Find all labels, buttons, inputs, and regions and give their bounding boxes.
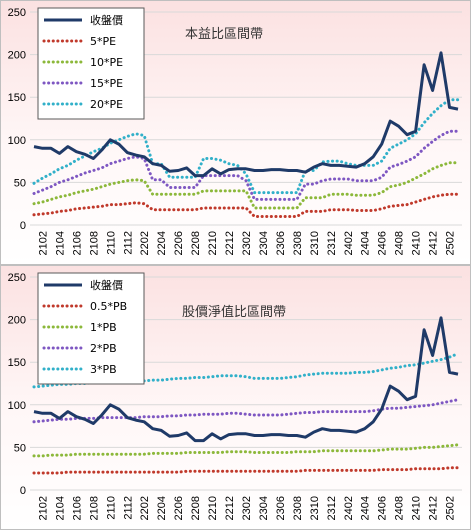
legend-label: 0.5*PB: [90, 300, 127, 313]
x-tick-label: 2410: [411, 231, 423, 255]
chart-pe-band: 0 50 100 150 200 250 2102 2104 2106 2108 2110 2112 2…: [0, 0, 471, 265]
x-tick-label: 2312: [326, 496, 338, 520]
legend-label: 15*PE: [90, 77, 123, 90]
x-tick-label: 2306: [275, 496, 287, 520]
series-line-0: [33, 51, 459, 178]
x-tick-label: 2212: [224, 496, 236, 520]
x-tick-label: 2412: [428, 231, 440, 255]
x-tick-label: 2108: [88, 231, 100, 255]
series-line-4: [32, 352, 460, 389]
x-tick-label: 2408: [394, 231, 406, 255]
chart-pb-band-svg: 0 50 100 150 200 250 2102 2104 2106 2108 2110 2112 2…: [0, 265, 471, 530]
y-tick-label: 150: [8, 357, 26, 369]
y-tick-label: 50: [14, 442, 26, 454]
x-tick-label: 2202: [139, 231, 151, 255]
x-tick-label: 2312: [326, 231, 338, 255]
y-tick-label: 200: [8, 315, 26, 327]
x-tick-label: 2502: [445, 496, 457, 520]
x-tick-label: 2502: [445, 231, 457, 255]
legend-box: [37, 7, 145, 120]
x-tick-label: 2102: [37, 231, 49, 255]
series-line-2: [32, 443, 460, 458]
x-tick-label: 2112: [122, 231, 134, 255]
x-tick-label: 2204: [156, 496, 168, 520]
x-tick-label: 2212: [224, 231, 236, 255]
chart-title: 股價淨值比區間帶: [182, 304, 286, 320]
legend-label: 2*PB: [90, 342, 117, 355]
legend-label: 5*PE: [90, 35, 116, 48]
x-tick-label: 2204: [156, 231, 168, 255]
x-tick-label: 2408: [394, 496, 406, 520]
x-tick-label: 2202: [139, 496, 151, 520]
x-tick-label: 2302: [241, 231, 253, 255]
y-tick-label: 100: [8, 135, 26, 147]
y-tick-label: 250: [8, 7, 26, 19]
x-tick-label: 2308: [292, 496, 304, 520]
x-tick-label: 2402: [343, 496, 355, 520]
x-tick-label: 2412: [428, 496, 440, 520]
y-tick-label: 250: [8, 272, 26, 284]
legend-label: 1*PB: [90, 321, 117, 334]
x-tick-label: 2206: [173, 496, 185, 520]
x-tick-label: 2304: [258, 231, 270, 255]
x-tick-label: 2112: [122, 496, 134, 520]
y-tick-label: 50: [14, 177, 26, 189]
x-tick-label: 2106: [71, 496, 83, 520]
chart-pb-band: 0 50 100 150 200 250 2102 2104 2106 2108 2110 2112 2…: [0, 265, 471, 530]
x-tick-label: 2404: [360, 231, 372, 255]
chart-title: 本益比區間帶: [185, 27, 263, 42]
y-tick-label: 0: [20, 220, 26, 232]
x-tick-label: 2108: [88, 496, 100, 520]
x-tick-label: 2106: [71, 231, 83, 255]
x-tick-label: 2208: [190, 231, 202, 255]
series-line-2: [32, 161, 460, 210]
legend-label: 20*PE: [90, 98, 123, 111]
x-tick-label: 2206: [173, 231, 185, 255]
x-tick-label: 2110: [105, 231, 117, 255]
x-tick-label: 2302: [241, 496, 253, 520]
series-line-1: [32, 466, 460, 475]
x-tick-label: 2406: [377, 231, 389, 255]
legend-label: 3*PB: [90, 363, 117, 376]
x-tick-label: 2308: [292, 231, 304, 255]
x-tick-label: 2208: [190, 496, 202, 520]
chart-pe-band-svg: 0 50 100 150 200 250 2102 2104 2106 2108 2110 2112 2…: [0, 0, 471, 265]
x-tick-label: 2210: [207, 496, 219, 520]
series-line-3: [32, 398, 460, 424]
x-tick-label: 2104: [54, 496, 66, 520]
x-tick-label: 2410: [411, 496, 423, 520]
x-tick-label: 2210: [207, 231, 219, 255]
x-tick-label: 2404: [360, 496, 372, 520]
x-tick-label: 2110: [105, 496, 117, 520]
y-tick-label: 0: [20, 485, 26, 497]
x-tick-label: 2104: [54, 231, 66, 255]
x-tick-label: 2306: [275, 231, 287, 255]
y-tick-label: 150: [8, 92, 26, 104]
legend-label: 收盤價: [90, 13, 123, 27]
series-line-0: [33, 316, 459, 443]
series-line-3: [32, 129, 460, 201]
y-tick-label: 200: [8, 50, 26, 62]
y-tick-label: 100: [8, 400, 26, 412]
legend-label: 收盤價: [90, 278, 123, 292]
x-tick-label: 2406: [377, 496, 389, 520]
legend-label: 10*PE: [90, 56, 123, 69]
legend-box: [37, 272, 145, 385]
x-tick-label: 2102: [37, 496, 49, 520]
x-tick-label: 2402: [343, 231, 355, 255]
x-tick-label: 2310: [309, 231, 321, 255]
series-line-1: [32, 192, 460, 218]
x-tick-label: 2304: [258, 496, 270, 520]
x-tick-label: 2310: [309, 496, 321, 520]
